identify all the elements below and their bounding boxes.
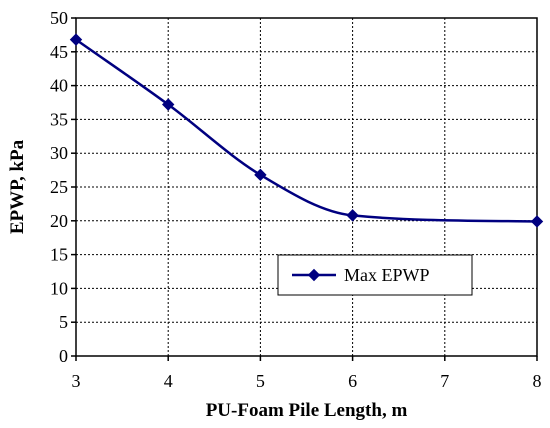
x-tick-label: 3 — [72, 371, 81, 391]
x-axis-title: PU-Foam Pile Length, m — [206, 400, 408, 421]
x-tick-label: 4 — [164, 371, 173, 391]
x-tick-label: 8 — [533, 371, 542, 391]
y-tick-label: 35 — [50, 109, 68, 129]
data-point-marker — [346, 209, 359, 222]
legend: Max EPWP — [277, 254, 473, 296]
x-tick-label: 6 — [348, 371, 357, 391]
data-point-marker — [530, 215, 544, 228]
data-point-marker — [161, 98, 175, 111]
y-tick-label: 30 — [50, 143, 68, 163]
legend-label: Max EPWP — [344, 265, 430, 285]
x-tick-label: 5 — [256, 371, 265, 391]
y-tick-label: 40 — [50, 76, 68, 96]
y-tick-label: 20 — [50, 211, 68, 231]
y-tick-label: 50 — [50, 8, 68, 28]
series-line-0 — [75, 38, 538, 223]
grid — [76, 18, 537, 356]
series-layer — [69, 33, 544, 228]
y-axis-title: EPWP, kPa — [7, 139, 28, 234]
data-point-marker — [69, 33, 83, 46]
y-tick-label: 25 — [50, 177, 68, 197]
data-point-marker — [254, 168, 267, 182]
y-tick-label: 5 — [59, 312, 68, 332]
y-tick-label: 0 — [59, 346, 68, 366]
x-tick-label: 7 — [440, 371, 449, 391]
y-tick-label: 10 — [50, 278, 68, 298]
y-tick-label: 15 — [50, 245, 68, 265]
y-tick-label: 45 — [50, 42, 68, 62]
legend-marker — [307, 268, 321, 282]
